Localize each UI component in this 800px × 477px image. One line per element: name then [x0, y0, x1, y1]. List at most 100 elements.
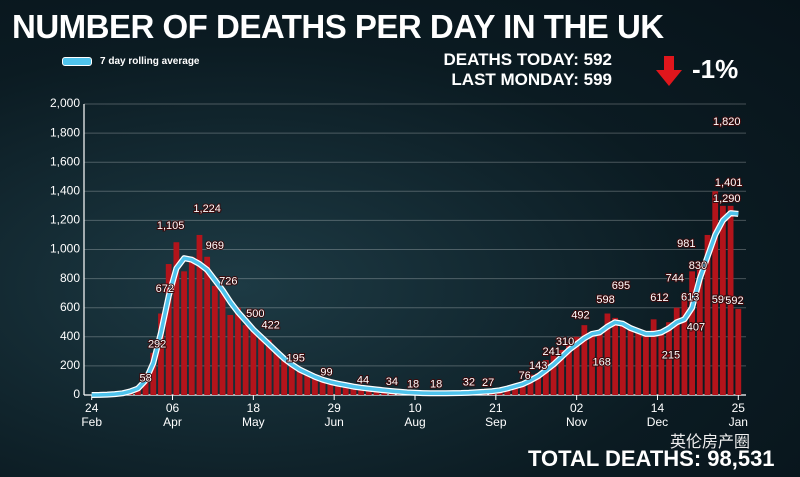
bar — [188, 256, 195, 395]
bar — [273, 351, 280, 395]
data-label: 99 — [320, 367, 332, 379]
data-label: 32 — [463, 376, 475, 388]
data-label: 598 — [596, 294, 614, 306]
data-label: 981 — [677, 238, 695, 250]
bar — [281, 358, 288, 395]
bar — [596, 332, 603, 395]
y-tick-label: 600 — [60, 300, 80, 314]
data-label: 500 — [246, 308, 264, 320]
bar — [635, 329, 642, 395]
bar — [650, 319, 657, 395]
data-label: 492 — [571, 309, 589, 321]
data-label: 1,290 — [713, 193, 741, 205]
y-tick-label: 1,400 — [50, 183, 80, 197]
x-tick-label: 02 Nov — [566, 401, 587, 429]
change: -1% — [692, 54, 739, 84]
legend-swatch — [62, 57, 92, 66]
line-outline — [91, 210, 739, 398]
bar — [727, 205, 734, 395]
bar — [235, 307, 241, 395]
y-tick-label: 1,600 — [50, 154, 80, 168]
bar — [666, 322, 672, 395]
data-label: 34 — [386, 376, 398, 388]
data-label: 695 — [612, 280, 630, 292]
data-label: 407 — [687, 322, 705, 334]
bar — [566, 342, 572, 395]
data-label: 27 — [482, 377, 494, 389]
bar — [704, 234, 711, 395]
bar — [211, 285, 218, 395]
bar — [350, 386, 357, 395]
data-label: 1,105 — [157, 220, 185, 232]
bar — [535, 373, 542, 395]
bar — [258, 336, 264, 395]
data-label: 969 — [206, 240, 224, 252]
data-label: 1,820 — [713, 116, 741, 128]
data-label: 422 — [261, 320, 279, 332]
data-label: 599 — [712, 294, 730, 306]
bar — [612, 317, 619, 395]
bar — [181, 271, 187, 395]
data-label: 612 — [650, 292, 668, 304]
x-tick-label: 25 Jan — [729, 401, 748, 429]
data-label: 310 — [556, 336, 574, 348]
last-monday: LAST MONDAY: 599 — [451, 70, 612, 89]
bar — [196, 234, 203, 395]
bar — [720, 205, 726, 395]
total-deaths: TOTAL DEATHS: 98,531 — [528, 446, 775, 471]
bar — [319, 378, 326, 395]
bar — [558, 349, 565, 395]
bar — [519, 383, 526, 395]
data-label: 1,224 — [193, 203, 221, 215]
data-label: 215 — [662, 350, 680, 362]
bar — [158, 313, 164, 395]
bar — [227, 314, 234, 395]
chart-title: NUMBER OF DEATHS PER DAY IN THE UK — [12, 8, 664, 45]
bar — [735, 308, 742, 395]
data-label: 830 — [689, 260, 707, 272]
data-label: 726 — [219, 275, 237, 287]
bar — [550, 354, 557, 395]
legend: 7 day rolling average — [62, 56, 200, 67]
bar — [681, 293, 688, 395]
bar — [527, 374, 534, 395]
x-tick-label: 06 Apr — [163, 401, 182, 429]
bar — [689, 271, 696, 395]
y-tick-label: 1,200 — [50, 213, 80, 227]
bar — [296, 368, 303, 395]
y-tick-label: 0 — [73, 387, 80, 401]
bar — [173, 242, 180, 395]
down-arrow — [656, 56, 682, 86]
data-label: 44 — [357, 375, 369, 387]
bar — [604, 313, 611, 395]
bar — [342, 384, 349, 395]
y-tick-label: 200 — [60, 358, 80, 372]
bar — [327, 380, 334, 395]
bar — [204, 256, 211, 395]
x-tick-label: 10 Aug — [404, 401, 425, 429]
y-tick-label: 2,000 — [50, 96, 80, 110]
bar — [250, 329, 257, 395]
bar — [365, 388, 372, 395]
bar — [242, 325, 249, 395]
bar — [304, 371, 311, 395]
data-label: 592 — [725, 295, 743, 307]
bar — [219, 293, 226, 395]
data-label: 1,401 — [715, 177, 743, 189]
data-label: 672 — [156, 283, 174, 295]
bar — [150, 352, 157, 395]
bar — [673, 307, 680, 395]
x-tick-label: 18 May — [242, 401, 265, 429]
y-tick-label: 1,000 — [50, 242, 80, 256]
x-tick-label: 29 Jun — [324, 401, 343, 429]
watermark: 英伦房产圈 — [670, 434, 751, 451]
y-tick-label: 400 — [60, 329, 80, 343]
bar — [627, 329, 634, 395]
data-label: 292 — [148, 338, 166, 350]
bar — [358, 387, 365, 395]
y-tick-label: 1,800 — [50, 125, 80, 139]
bar — [658, 329, 665, 395]
bar — [265, 339, 272, 395]
bar — [589, 333, 595, 395]
